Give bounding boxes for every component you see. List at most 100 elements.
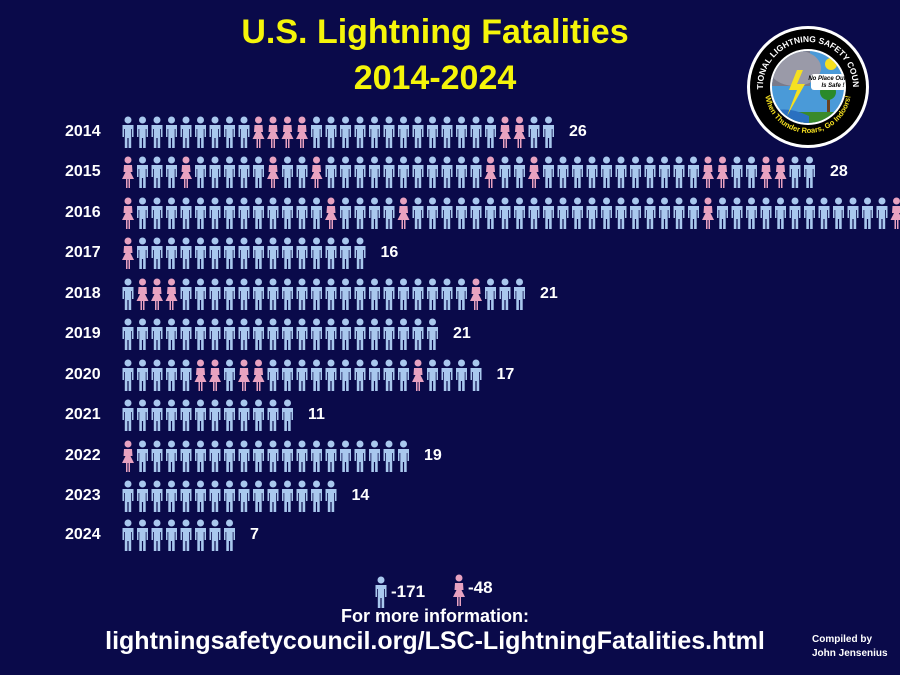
male-figure-icon bbox=[456, 156, 467, 188]
male-figure-icon bbox=[470, 156, 482, 188]
male-figure-icon bbox=[224, 156, 235, 188]
male-figure-icon bbox=[224, 278, 235, 310]
chart-row-2022: 2022 19 bbox=[65, 440, 442, 472]
male-figure-icon bbox=[180, 116, 192, 148]
chart-row-2016: 201640 bbox=[65, 197, 900, 229]
male-figure-icon bbox=[340, 359, 351, 391]
male-figure-icon bbox=[166, 156, 177, 188]
chart-row-2017: 2017 16 bbox=[65, 237, 398, 269]
male-figure-icon bbox=[847, 197, 859, 229]
male-figure-icon bbox=[151, 440, 163, 472]
male-figure-icon bbox=[166, 480, 177, 512]
male-figure-icon bbox=[122, 116, 134, 148]
male-figure-icon bbox=[746, 156, 757, 188]
male-figure-icon bbox=[427, 278, 438, 310]
male-figure-icon bbox=[282, 318, 293, 350]
male-figure-icon bbox=[267, 440, 279, 472]
male-figure-icon bbox=[354, 237, 366, 269]
female-figure-icon bbox=[528, 156, 540, 188]
male-figure-icon bbox=[673, 197, 685, 229]
chart-row-2020: 2020 17 bbox=[65, 359, 514, 391]
female-figure-icon bbox=[774, 156, 787, 188]
male-figure-icon bbox=[122, 519, 134, 551]
lsc-seal-logo: No Place Outside Is Safe ! NATIONAL LIGH… bbox=[745, 24, 869, 148]
male-figure-icon bbox=[746, 197, 757, 229]
male-figure-icon bbox=[151, 480, 163, 512]
male-figure-icon bbox=[427, 197, 438, 229]
data-value-label: 21 bbox=[540, 285, 558, 302]
chart-row-2019: 2019 21 bbox=[65, 318, 471, 350]
female-figure-icon bbox=[122, 156, 134, 188]
male-figure-icon bbox=[253, 237, 264, 269]
legend-male-icon bbox=[375, 576, 387, 608]
category-label: 2024 bbox=[65, 526, 101, 543]
female-figure-icon bbox=[136, 278, 149, 310]
credit-line-2: John Jensenius bbox=[812, 648, 888, 659]
male-figure-icon bbox=[238, 278, 250, 310]
male-figure-icon bbox=[238, 156, 250, 188]
male-figure-icon bbox=[354, 116, 366, 148]
male-figure-icon bbox=[325, 480, 337, 512]
info-lead-text: For more information: bbox=[341, 606, 529, 626]
male-figure-icon bbox=[224, 440, 235, 472]
male-figure-icon bbox=[514, 156, 525, 188]
female-figure-icon bbox=[325, 197, 337, 229]
chart-row-2015: 2015 28 bbox=[65, 156, 848, 188]
male-figure-icon bbox=[195, 278, 206, 310]
male-figure-icon bbox=[615, 197, 627, 229]
male-figure-icon bbox=[282, 399, 293, 431]
male-figure-icon bbox=[383, 278, 395, 310]
male-figure-icon bbox=[485, 197, 496, 229]
male-figure-icon bbox=[209, 480, 221, 512]
male-figure-icon bbox=[325, 116, 337, 148]
female-figure-icon bbox=[151, 278, 163, 310]
male-figure-icon bbox=[659, 156, 670, 188]
category-label: 2021 bbox=[65, 406, 101, 423]
male-figure-icon bbox=[238, 237, 250, 269]
male-figure-icon bbox=[398, 440, 409, 472]
male-figure-icon bbox=[354, 359, 366, 391]
male-figure-icon bbox=[253, 278, 264, 310]
male-figure-icon bbox=[180, 440, 192, 472]
male-figure-icon bbox=[151, 197, 163, 229]
male-figure-icon bbox=[296, 278, 308, 310]
male-figure-icon bbox=[833, 197, 844, 229]
male-figure-icon bbox=[180, 359, 192, 391]
female-figure-icon bbox=[890, 197, 900, 229]
female-figure-icon bbox=[209, 359, 221, 391]
male-figure-icon bbox=[209, 156, 221, 188]
female-figure-icon bbox=[252, 116, 265, 148]
male-figure-icon bbox=[209, 237, 221, 269]
male-figure-icon bbox=[253, 318, 264, 350]
male-figure-icon bbox=[427, 116, 438, 148]
male-figure-icon bbox=[369, 440, 380, 472]
male-figure-icon bbox=[441, 197, 453, 229]
male-figure-icon bbox=[195, 197, 206, 229]
data-value-label: 19 bbox=[424, 447, 442, 464]
female-figure-icon bbox=[716, 156, 729, 188]
male-figure-icon bbox=[731, 197, 743, 229]
category-label: 2016 bbox=[65, 204, 101, 221]
male-figure-icon bbox=[311, 440, 322, 472]
male-figure-icon bbox=[325, 359, 337, 391]
male-figure-icon bbox=[383, 318, 395, 350]
male-figure-icon bbox=[818, 197, 830, 229]
male-figure-icon bbox=[195, 399, 206, 431]
category-label: 2020 bbox=[65, 366, 101, 383]
male-figure-icon bbox=[354, 278, 366, 310]
male-figure-icon bbox=[180, 519, 192, 551]
male-figure-icon bbox=[354, 156, 366, 188]
male-figure-icon bbox=[804, 156, 815, 188]
male-figure-icon bbox=[572, 156, 583, 188]
male-figure-icon bbox=[224, 519, 235, 551]
male-figure-icon bbox=[789, 197, 801, 229]
male-figure-icon bbox=[195, 519, 206, 551]
male-figure-icon bbox=[398, 359, 409, 391]
male-figure-icon bbox=[238, 197, 250, 229]
male-figure-icon bbox=[644, 156, 656, 188]
info-url[interactable]: lightningsafetycouncil.org/LSC-Lightning… bbox=[105, 627, 765, 655]
male-figure-icon bbox=[180, 318, 192, 350]
male-figure-icon bbox=[166, 116, 177, 148]
male-figure-icon bbox=[224, 116, 235, 148]
male-figure-icon bbox=[180, 237, 192, 269]
